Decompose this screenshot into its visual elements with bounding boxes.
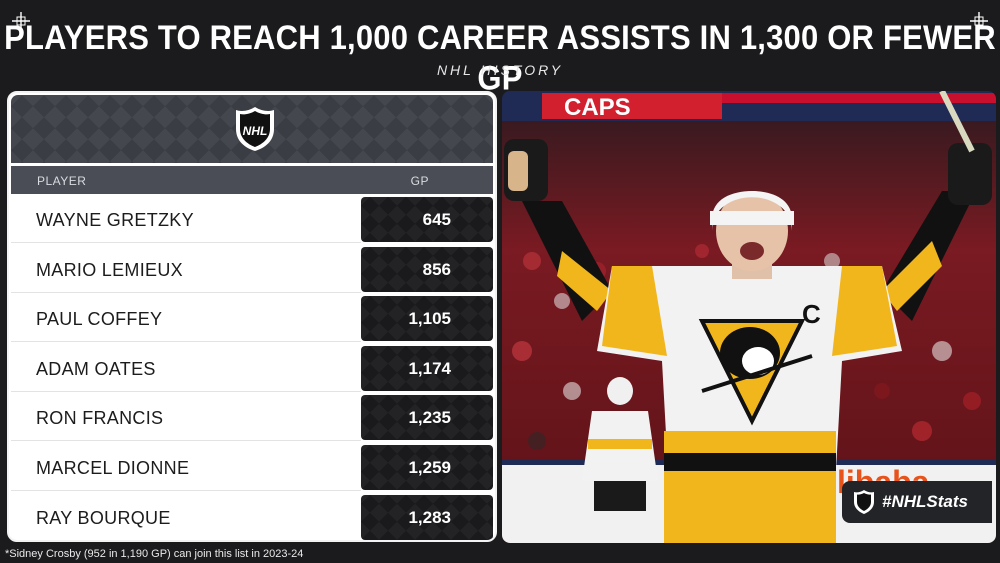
table-row: RAY BOURQUE 1,283 — [9, 494, 495, 540]
games-played: 1,174 — [408, 358, 451, 378]
games-played: 856 — [422, 259, 451, 279]
page-subtitle: NHL HISTORY — [436, 62, 564, 78]
table-row: WAYNE GRETZKY 645 — [9, 197, 495, 242]
gp-cell: 1,105 — [361, 296, 493, 342]
table-row: PAUL COFFEY 1,105 — [9, 296, 495, 342]
player-cell: WAYNE GRETZKY — [11, 197, 361, 242]
column-header-gp: GP — [410, 174, 429, 188]
table-row: MARCEL DIONNE 1,259 — [9, 444, 495, 490]
captain-letter: C — [802, 299, 821, 329]
player-name: ADAM OATES — [36, 358, 156, 379]
svg-text:NHL: NHL — [243, 124, 268, 138]
player-cell: ADAM OATES — [11, 345, 361, 391]
gp-cell: 1,283 — [361, 494, 493, 540]
column-header-player: PLAYER — [37, 174, 87, 188]
player-name: RON FRANCIS — [36, 408, 164, 429]
player-name: WAYNE GRETZKY — [36, 210, 194, 230]
player-cell: MARCEL DIONNE — [11, 444, 361, 490]
games-played: 1,283 — [408, 507, 451, 527]
player-name: PAUL COFFEY — [36, 309, 163, 330]
page-title: PLAYERS TO REACH 1,000 CAREER ASSISTS IN… — [4, 17, 996, 98]
hashtag-label: #NHLStats — [882, 492, 968, 511]
table-header: PLAYER GP — [11, 166, 493, 194]
footnote: *Sidney Crosby (952 in 1,190 GP) can joi… — [5, 548, 304, 560]
sparkle-icon — [970, 12, 988, 30]
player-cell: RON FRANCIS — [11, 395, 361, 441]
player-name: MARCEL DIONNE — [36, 457, 190, 478]
nhl-shield-logo: NHL — [236, 107, 274, 151]
player-cell: PAUL COFFEY — [11, 296, 361, 342]
player-name: RAY BOURQUE — [36, 507, 171, 528]
games-played: 1,105 — [408, 309, 451, 329]
nhl-stats-badge: #NHLStats — [842, 481, 992, 523]
table-body: WAYNE GRETZKY 645 MARIO LEMIEUX 856 PAUL… — [9, 197, 495, 540]
games-played: 1,259 — [408, 457, 451, 477]
celebration-illustration: CAPS libaba C — [502, 91, 996, 543]
banner-text: CAPS — [564, 94, 631, 121]
gp-cell: 856 — [361, 246, 493, 292]
logo-band: NHL — [11, 95, 493, 163]
table-row: MARIO LEMIEUX 856 — [9, 246, 495, 292]
player-cell: RAY BOURQUE — [11, 494, 361, 540]
sparkle-icon — [12, 12, 30, 30]
gp-cell: 1,174 — [361, 345, 493, 391]
gp-cell: 1,235 — [361, 395, 493, 441]
table-row: RON FRANCIS 1,235 — [9, 395, 495, 441]
nhl-shield-icon — [854, 490, 874, 514]
games-played: 645 — [422, 210, 451, 229]
player-cell: MARIO LEMIEUX — [11, 246, 361, 292]
player-photo: CAPS libaba C — [502, 91, 996, 543]
gp-cell: 1,259 — [361, 444, 493, 490]
player-name: MARIO LEMIEUX — [36, 259, 183, 280]
table-row: ADAM OATES 1,174 — [9, 345, 495, 391]
games-played: 1,235 — [408, 408, 451, 428]
gp-cell: 645 — [361, 197, 493, 242]
assists-table: NHL PLAYER GP WAYNE GRETZKY 645 MARIO LE… — [7, 91, 497, 542]
